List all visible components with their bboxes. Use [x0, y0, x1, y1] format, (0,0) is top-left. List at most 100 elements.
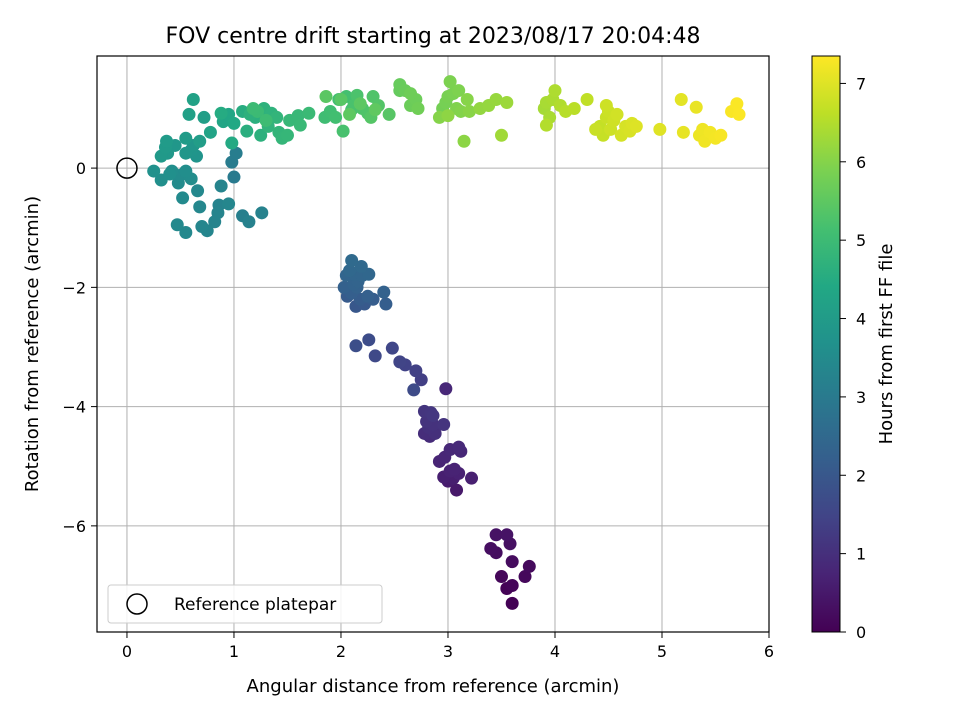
data-point — [368, 349, 382, 363]
data-point — [653, 122, 667, 136]
data-point — [193, 134, 207, 148]
data-point — [349, 339, 363, 353]
data-point — [193, 200, 207, 214]
data-point — [182, 107, 196, 121]
data-point — [191, 184, 205, 198]
data-point — [179, 225, 193, 239]
data-point — [222, 197, 236, 211]
data-point — [489, 93, 503, 107]
x-axis-ticks: 0 1 2 3 4 5 6 — [122, 632, 774, 661]
legend-entry-reference: Reference platepar — [174, 595, 336, 615]
data-point — [676, 125, 690, 139]
data-point — [377, 285, 391, 299]
data-point — [208, 215, 222, 229]
data-point — [254, 128, 268, 142]
data-point — [246, 101, 260, 115]
x-tick-label: 3 — [443, 642, 453, 661]
data-points — [147, 75, 746, 610]
data-point — [629, 119, 643, 133]
data-point — [610, 107, 624, 121]
colorbar-tick-label: 5 — [856, 231, 866, 250]
data-point — [567, 101, 581, 115]
data-point — [500, 96, 514, 110]
data-point — [197, 110, 211, 124]
data-point — [674, 93, 688, 107]
data-point — [426, 409, 440, 423]
x-tick-label: 5 — [657, 642, 667, 661]
data-point — [494, 128, 508, 142]
data-point — [163, 167, 177, 181]
reference-marker — [116, 157, 138, 179]
data-point — [345, 254, 359, 268]
reference-point — [116, 157, 138, 179]
data-point — [457, 134, 471, 148]
x-tick-label: 4 — [550, 642, 560, 661]
data-point — [548, 84, 562, 98]
data-point — [462, 104, 476, 118]
data-point — [343, 264, 357, 278]
chart-title: FOV centre drift starting at 2023/08/17 … — [166, 24, 701, 49]
data-point — [368, 103, 382, 117]
data-point — [465, 471, 479, 485]
x-axis-label: Angular distance from reference (arcmin) — [247, 676, 620, 697]
data-point — [441, 109, 455, 123]
data-point — [255, 206, 269, 220]
data-point — [460, 93, 474, 107]
data-point — [227, 116, 241, 130]
data-point — [302, 106, 316, 120]
legend: Reference platepar — [107, 584, 383, 624]
legend-box — [107, 584, 383, 624]
data-point — [494, 570, 508, 584]
data-point — [452, 84, 466, 98]
data-point — [385, 341, 399, 355]
data-point — [270, 110, 284, 124]
colorbar-tick-label: 6 — [856, 153, 866, 172]
data-point — [225, 136, 239, 150]
data-point — [170, 218, 184, 232]
data-point — [203, 125, 217, 139]
data-point — [522, 559, 536, 573]
data-point — [450, 483, 464, 497]
y-axis-label: Rotation from reference (arcmin) — [22, 196, 43, 492]
data-point — [580, 93, 594, 107]
x-tick-label: 0 — [122, 642, 132, 661]
data-point — [505, 596, 519, 610]
colorbar-tick-label: 3 — [856, 388, 866, 407]
data-point — [361, 289, 375, 303]
data-point — [329, 110, 343, 124]
colorbar-ticks: 0 1 2 3 4 5 6 7 — [840, 74, 866, 642]
data-point — [227, 170, 241, 184]
data-point — [334, 93, 348, 107]
data-point — [179, 164, 193, 178]
colorbar-tick-label: 4 — [856, 310, 866, 329]
legend-reference-marker — [126, 593, 148, 615]
data-point — [186, 93, 200, 107]
data-point — [319, 90, 333, 104]
data-point — [599, 98, 613, 112]
data-point — [293, 118, 307, 132]
data-point — [505, 578, 519, 592]
data-point — [393, 355, 407, 369]
data-point — [176, 191, 190, 205]
y-tick-label: −4 — [62, 398, 86, 417]
colorbar-tick-label: 0 — [856, 623, 866, 642]
colorbar-tick-label: 1 — [856, 545, 866, 564]
data-point — [489, 528, 503, 542]
x-tick-label: 1 — [229, 642, 239, 661]
data-point — [439, 382, 453, 396]
data-point — [280, 128, 294, 142]
colorbar-tick-label: 7 — [856, 74, 866, 93]
data-point — [353, 97, 367, 111]
data-point — [505, 555, 519, 569]
data-point — [240, 124, 254, 138]
data-point — [714, 128, 728, 142]
data-point — [214, 106, 228, 120]
data-point — [484, 542, 498, 556]
data-point — [362, 333, 376, 347]
data-point — [447, 462, 461, 476]
data-point — [437, 417, 451, 431]
data-point — [689, 100, 703, 114]
data-point — [443, 75, 457, 89]
colorbar-tick-label: 2 — [856, 466, 866, 485]
